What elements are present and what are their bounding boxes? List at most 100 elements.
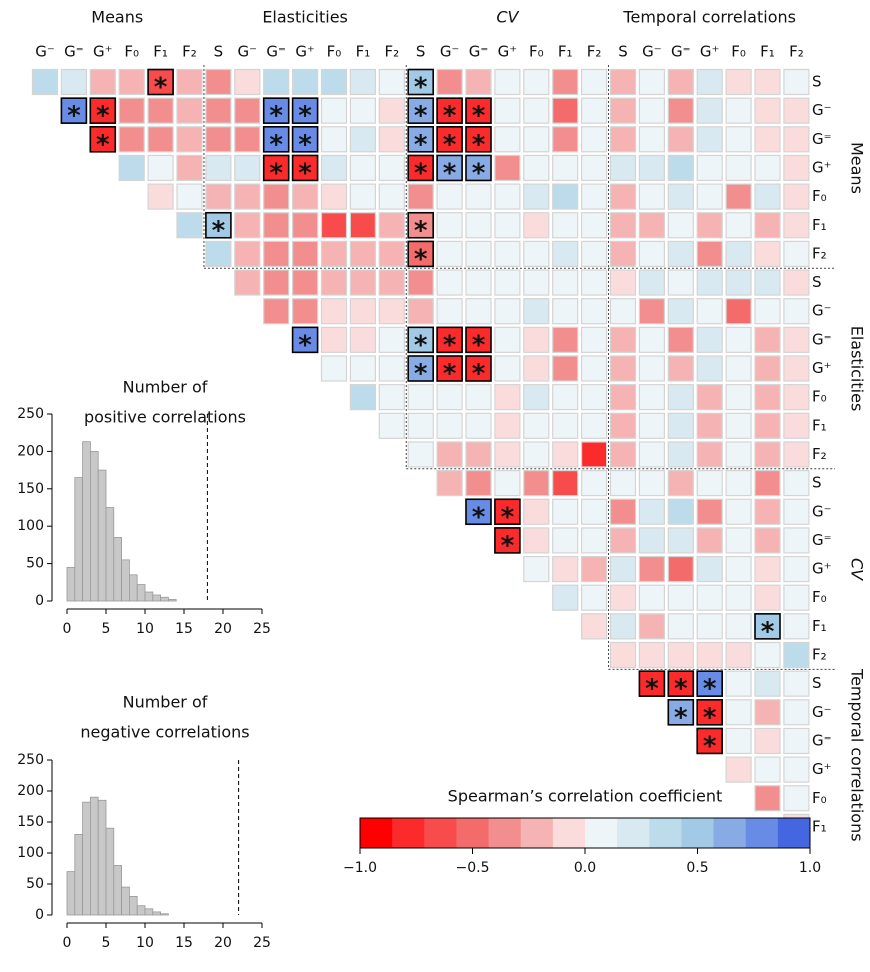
histogram-bar xyxy=(66,871,76,916)
heatmap-cell xyxy=(783,68,810,96)
colorbar-swatch xyxy=(681,818,715,848)
row-group-label: Temporal correlations xyxy=(848,668,867,842)
heatmap-cell xyxy=(667,355,694,382)
significance-star: * xyxy=(472,502,486,532)
heatmap-cell xyxy=(234,97,261,124)
heatmap-cell xyxy=(638,183,666,210)
heatmap-cell xyxy=(349,126,376,153)
heatmap-cell xyxy=(580,498,608,525)
significance-star: * xyxy=(472,130,486,160)
significance-star: * xyxy=(443,101,457,131)
heatmap-cell xyxy=(205,97,232,124)
heatmap-cell xyxy=(725,470,752,497)
heatmap-cell xyxy=(725,756,752,783)
colorbar-tick-label: 0.5 xyxy=(686,860,708,876)
heatmap-cell xyxy=(465,97,492,124)
y-tick-label: 150 xyxy=(17,814,44,830)
row-group-label: CV xyxy=(848,558,867,581)
column-label: G⁻ xyxy=(642,43,662,61)
heatmap-cell xyxy=(378,412,405,439)
heatmap-cell xyxy=(667,441,694,468)
heatmap-cell xyxy=(465,68,492,96)
heatmap-cell xyxy=(609,183,637,210)
heatmap-cell xyxy=(407,384,434,411)
heatmap-cell xyxy=(465,441,492,468)
heatmap-cell xyxy=(292,68,319,96)
heatmap-cell xyxy=(263,212,290,239)
heatmap-cell xyxy=(205,68,232,96)
histogram-bar xyxy=(160,913,169,916)
heatmap-cell xyxy=(609,68,637,96)
heatmap-cell xyxy=(609,527,637,554)
heatmap-cell xyxy=(407,412,434,439)
heatmap-cell xyxy=(552,584,579,611)
heatmap-cell xyxy=(783,412,810,439)
significance-star: * xyxy=(298,101,312,131)
heatmap-cell xyxy=(783,240,810,267)
heatmap-cell xyxy=(638,126,666,153)
heatmap-cell xyxy=(436,183,463,210)
heatmap-cell xyxy=(638,355,666,382)
heatmap-cell xyxy=(638,441,666,468)
heatmap-cell xyxy=(696,470,723,497)
colorbar-title: Spearman’s correlation coefficient xyxy=(448,787,723,806)
heatmap-cell xyxy=(349,97,376,124)
heatmap-cell xyxy=(263,298,290,325)
heatmap-cell xyxy=(609,384,637,411)
heatmap-cell xyxy=(609,240,637,267)
heatmap-cell xyxy=(523,470,550,497)
heatmap-cell xyxy=(696,240,723,267)
heatmap-cell xyxy=(176,126,203,153)
heatmap-cell xyxy=(580,269,608,296)
significance-star: * xyxy=(472,101,486,131)
heatmap-cell xyxy=(378,269,405,296)
heatmap-cell xyxy=(465,355,492,382)
heatmap-cell xyxy=(667,698,695,726)
heatmap-cell xyxy=(638,97,666,124)
histogram-bar xyxy=(136,584,146,602)
heatmap-cell xyxy=(667,470,694,497)
heatmap-cell xyxy=(436,154,463,182)
heatmap-cell xyxy=(263,240,290,267)
x-tick-label: 0 xyxy=(63,621,72,637)
heatmap-cell xyxy=(407,298,434,325)
heatmap-cell xyxy=(494,97,521,124)
heatmap-cell xyxy=(754,613,781,640)
heatmap-cell xyxy=(436,269,463,296)
heatmap-cell xyxy=(465,384,492,411)
heatmap-cell xyxy=(292,212,319,239)
heatmap-cell xyxy=(262,154,290,182)
heatmap-cell xyxy=(407,240,435,268)
heatmap-cell xyxy=(580,470,608,497)
significance-star: * xyxy=(414,330,428,360)
heatmap-cell xyxy=(349,240,376,267)
heatmap-cell xyxy=(234,126,261,153)
column-group-label: Means xyxy=(91,8,143,27)
heatmap-cell xyxy=(89,97,117,124)
heatmap-cell xyxy=(667,670,695,697)
significance-star: * xyxy=(96,130,110,160)
heatmap-cell xyxy=(667,97,694,124)
heatmap-cell xyxy=(552,326,579,353)
heatmap-cell xyxy=(205,154,232,182)
heatmap-cell xyxy=(696,641,723,669)
heatmap-cell xyxy=(696,412,723,439)
heatmap-cell xyxy=(263,269,290,296)
heatmap-cell xyxy=(638,212,666,239)
heatmap-cell xyxy=(552,240,579,267)
heatmap-cell xyxy=(494,441,521,468)
significance-star: * xyxy=(269,158,283,188)
heatmap-cell xyxy=(320,240,348,267)
heatmap-cell xyxy=(754,670,781,697)
histogram-bar xyxy=(144,591,154,602)
x-tick-label: 15 xyxy=(175,621,193,637)
heatmap-cell xyxy=(696,498,723,525)
row-label: G⁼ xyxy=(812,330,832,348)
heatmap-cell xyxy=(754,498,781,525)
x-tick-label: 5 xyxy=(102,935,111,951)
heatmap-cell xyxy=(783,613,810,640)
heatmap-cell xyxy=(783,212,810,239)
heatmap-cell xyxy=(667,126,694,153)
heatmap-cell xyxy=(320,154,348,182)
significance-star: * xyxy=(298,158,312,188)
